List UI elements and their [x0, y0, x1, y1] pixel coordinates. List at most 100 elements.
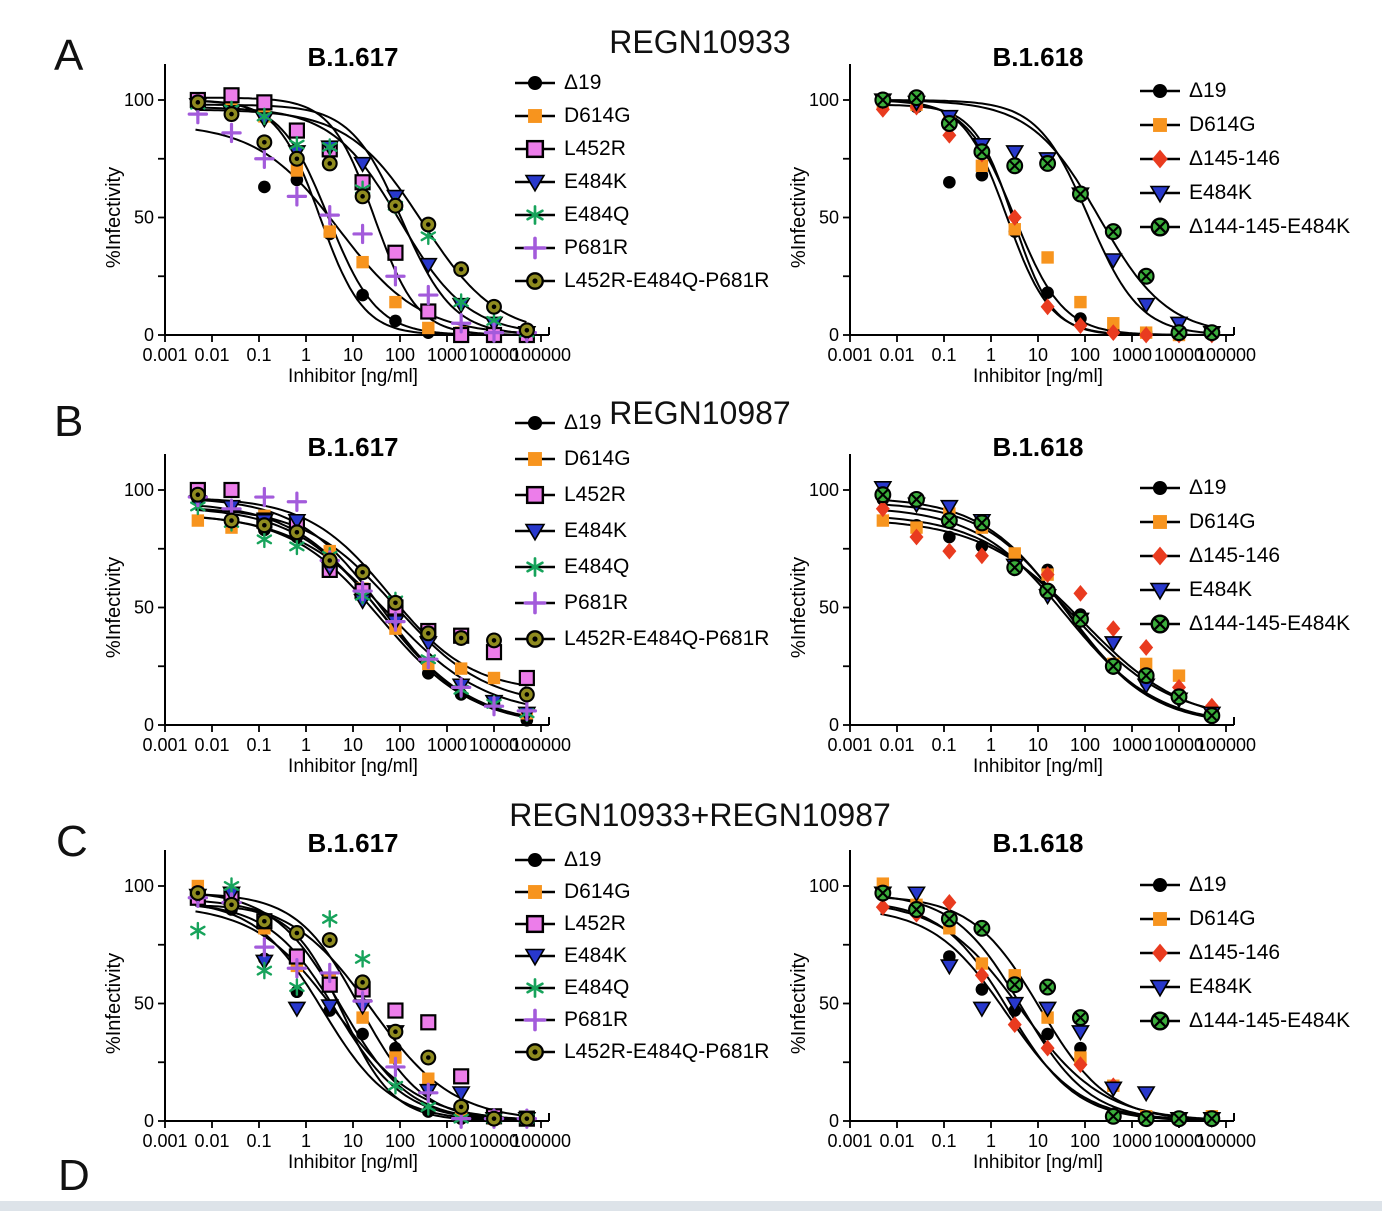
svg-text:50: 50: [134, 598, 154, 618]
svg-text:100000: 100000: [511, 735, 571, 755]
legend-label: L452R-E484Q-P681R: [564, 627, 770, 650]
asterisk-marker-icon: [515, 557, 555, 577]
legend-item: Δ19: [513, 844, 769, 876]
svg-text:10: 10: [1028, 735, 1048, 755]
svg-text:1: 1: [301, 345, 311, 365]
legend-label: Δ145-146: [1189, 147, 1281, 170]
legend-label: L452R-E484Q-P681R: [564, 1040, 770, 1063]
svg-text:10000: 10000: [1154, 1131, 1204, 1151]
svg-text:10000: 10000: [1154, 735, 1204, 755]
legend-item: E484Q: [513, 972, 769, 1004]
legend-label: Δ144-145-E484K: [1189, 612, 1351, 635]
svg-text:10000: 10000: [469, 345, 519, 365]
circle-x-marker-icon: [1140, 217, 1180, 237]
legend-label: Δ19: [1189, 79, 1227, 102]
legend-item: Δ19: [513, 405, 769, 441]
svg-text:100000: 100000: [511, 345, 571, 365]
triangle-down-marker-icon: [515, 948, 555, 967]
svg-text:Inhibitor [ng/ml]: Inhibitor [ng/ml]: [288, 366, 418, 387]
svg-text:100: 100: [1070, 1131, 1100, 1151]
svg-text:%Infectivity: %Infectivity: [105, 557, 125, 658]
legend-item: Δ144-145-E484K: [1138, 1004, 1350, 1038]
svg-text:0.1: 0.1: [931, 345, 956, 365]
svg-text:0.001: 0.001: [142, 345, 187, 365]
legend-item: D614G: [1138, 505, 1350, 539]
legend-item: E484K: [513, 513, 769, 549]
diamond-marker-icon: [1140, 149, 1180, 169]
svg-text:50: 50: [819, 208, 839, 228]
legend-item: Δ145-146: [1138, 936, 1350, 970]
svg-text:0.1: 0.1: [931, 735, 956, 755]
circle-dot-marker-icon: [515, 1043, 555, 1061]
svg-text:1000: 1000: [1112, 1131, 1152, 1151]
legend-item: D614G: [513, 441, 769, 477]
svg-text:%Infectivity: %Infectivity: [105, 167, 125, 268]
svg-text:0.001: 0.001: [142, 1131, 187, 1151]
diamond-marker-icon: [1140, 546, 1180, 566]
legend-item: D614G: [1138, 108, 1350, 142]
svg-text:0.01: 0.01: [879, 735, 914, 755]
square-marker-icon: [515, 885, 555, 899]
panel-title-regn10987: REGN10987: [609, 395, 791, 431]
svg-text:100: 100: [809, 876, 839, 896]
svg-text:100: 100: [809, 90, 839, 110]
svg-text:B.1.617: B.1.617: [307, 828, 398, 858]
legend-label: E484K: [564, 169, 628, 193]
svg-text:1: 1: [301, 735, 311, 755]
legend-b-b1617: Δ19 D614G L452R E484K E484Q P681R L452R-E484Q-…: [513, 405, 769, 657]
svg-text:100: 100: [385, 345, 415, 365]
legend-item: Δ19: [1138, 868, 1350, 902]
legend-label: E484K: [1189, 578, 1253, 601]
legend-label: P681R: [564, 591, 629, 614]
svg-text:10: 10: [343, 735, 363, 755]
legend-label: D614G: [564, 103, 631, 127]
svg-text:1: 1: [986, 345, 996, 365]
legend-a-b1618: Δ19 D614G Δ145-146 E484K Δ144-145-E484K: [1138, 74, 1350, 244]
svg-text:100000: 100000: [1196, 1131, 1256, 1151]
legend-item: D614G: [513, 876, 769, 908]
legend-label: P681R: [564, 1008, 629, 1031]
svg-text:0: 0: [144, 715, 154, 735]
legend-item: L452R: [513, 132, 769, 165]
svg-text:100: 100: [1070, 735, 1100, 755]
legend-label: Δ19: [1189, 873, 1227, 896]
legend-label: P681R: [564, 235, 629, 259]
svg-text:1: 1: [301, 1131, 311, 1151]
legend-item: Δ144-145-E484K: [1138, 210, 1350, 244]
svg-text:100: 100: [1070, 345, 1100, 365]
svg-text:B.1.617: B.1.617: [307, 42, 398, 72]
legend-c-b1618: Δ19 D614G Δ145-146 E484K Δ144-145-E484K: [1138, 868, 1350, 1038]
svg-text:%Infectivity: %Infectivity: [790, 953, 810, 1054]
circle-marker-icon: [1140, 480, 1180, 496]
svg-text:50: 50: [134, 208, 154, 228]
circle-marker-icon: [515, 415, 555, 431]
legend-label: Δ145-146: [1189, 544, 1281, 567]
svg-text:10: 10: [1028, 1131, 1048, 1151]
svg-text:100: 100: [385, 1131, 415, 1151]
svg-text:100: 100: [124, 480, 154, 500]
plus-marker-icon: [515, 236, 555, 259]
svg-text:100000: 100000: [511, 1131, 571, 1151]
legend-item: Δ19: [1138, 74, 1350, 108]
circle-marker-icon: [515, 75, 555, 90]
svg-text:50: 50: [134, 994, 154, 1014]
circle-x-marker-icon: [1140, 614, 1180, 634]
square-marker-icon: [1140, 912, 1180, 926]
svg-text:0: 0: [829, 715, 839, 735]
svg-text:0.001: 0.001: [142, 735, 187, 755]
svg-text:100000: 100000: [1196, 735, 1256, 755]
legend-label: D614G: [564, 880, 631, 903]
legend-label: D614G: [1189, 907, 1256, 930]
triangle-down-marker-icon: [515, 174, 555, 192]
svg-text:0: 0: [144, 1111, 154, 1131]
legend-item: Δ19: [513, 66, 769, 99]
legend-label: E484K: [564, 944, 628, 967]
legend-item: E484K: [513, 165, 769, 198]
svg-text:10: 10: [343, 345, 363, 365]
legend-label: E484K: [564, 519, 628, 542]
svg-text:Inhibitor [ng/ml]: Inhibitor [ng/ml]: [288, 756, 418, 777]
legend-label: Δ19: [564, 70, 602, 94]
legend-label: E484K: [1189, 181, 1253, 204]
